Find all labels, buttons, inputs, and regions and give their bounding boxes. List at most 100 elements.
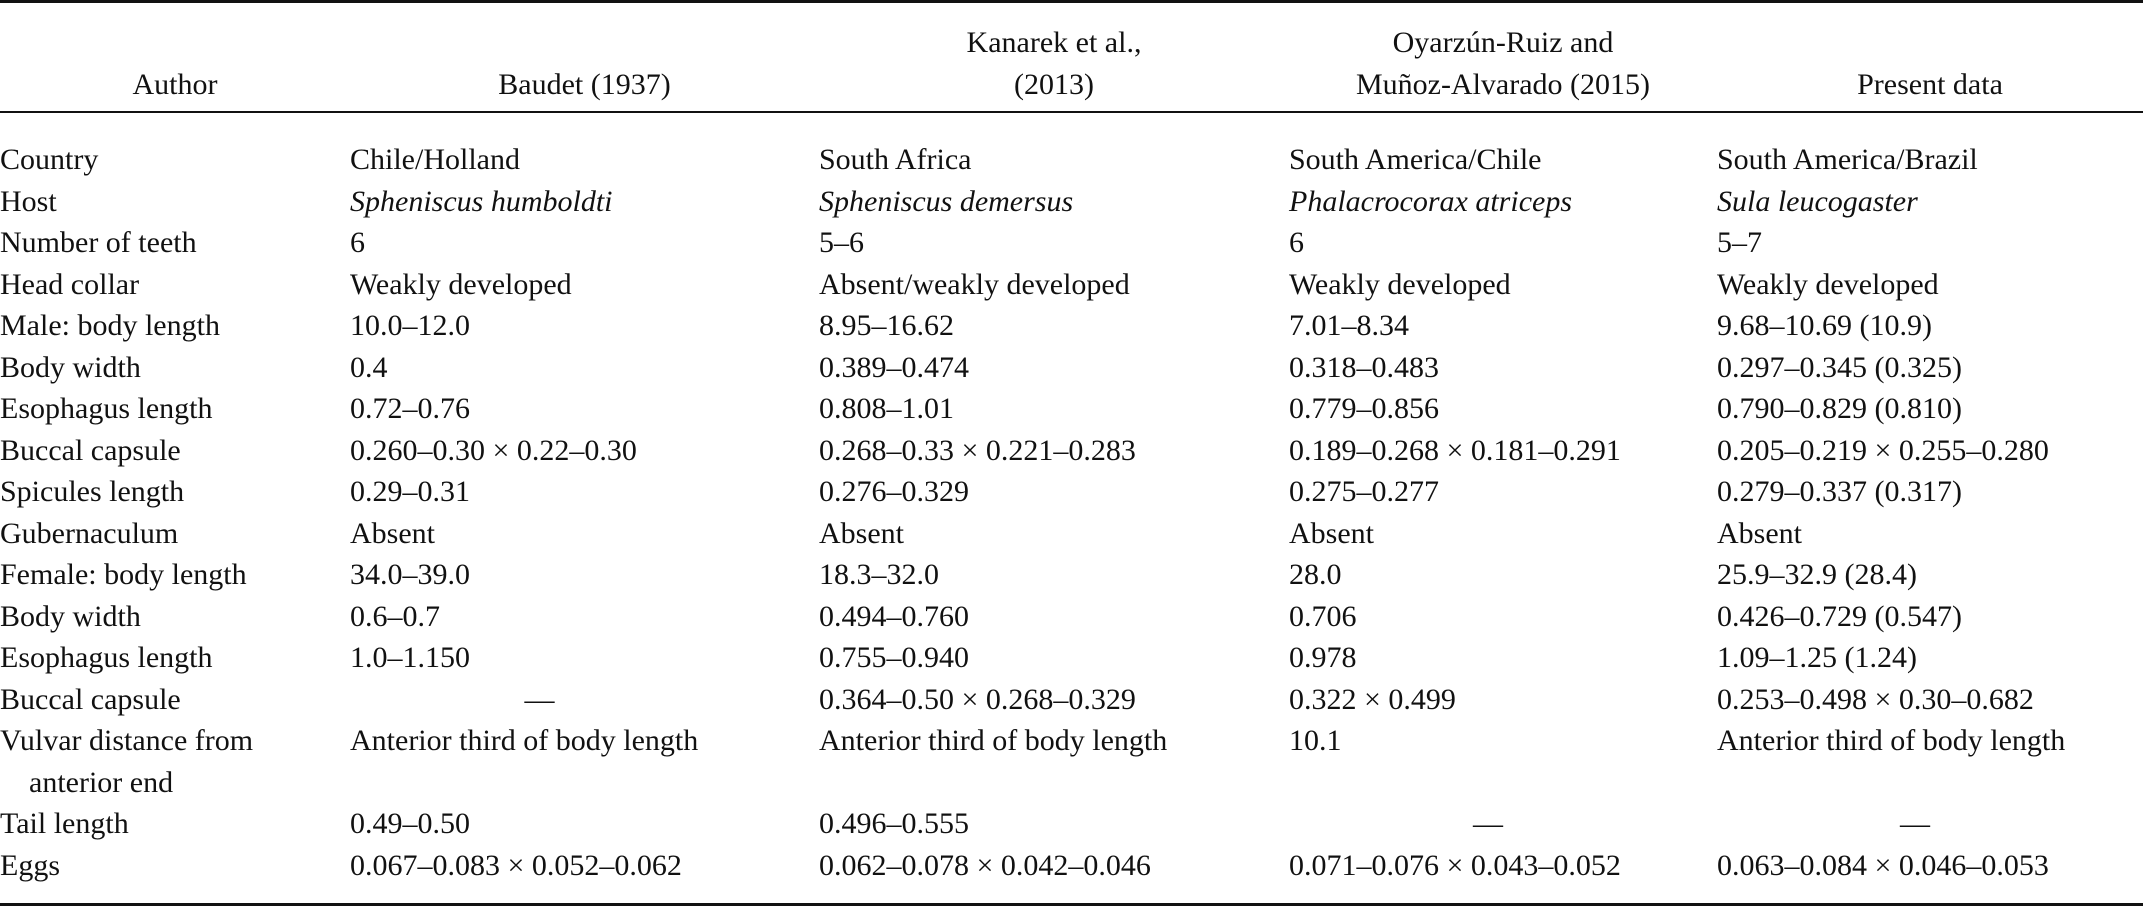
cell-kanarek: 0.268–0.33 × 0.221–0.283 — [819, 433, 1136, 467]
cell-baudet: 0.49–0.50 — [350, 807, 470, 840]
cell-kanarek: 18.3–32.0 — [819, 558, 939, 591]
table-row: Body width 0.6–0.7 0.494–0.760 0.706 0.4… — [0, 596, 2143, 638]
cell-kanarek: 0.276–0.329 — [819, 475, 969, 508]
row-label: Tail length — [0, 807, 129, 840]
cell-oyarzun: Weakly developed — [1289, 267, 1511, 301]
cell-kanarek: 0.755–0.940 — [819, 641, 969, 674]
header-present: Present data — [1857, 68, 2003, 101]
cell-present: 0.063–0.084 × 0.046–0.053 — [1717, 848, 2049, 882]
cell-present: South America/Brazil — [1717, 143, 1978, 176]
cell-kanarek: 0.494–0.760 — [819, 599, 969, 633]
table-row: Host Spheniscus humboldti Spheniscus dem… — [0, 181, 2143, 223]
cell-present: 0.205–0.219 × 0.255–0.280 — [1717, 433, 2049, 467]
row-label: Esophagus length — [0, 641, 213, 674]
cell-oyarzun: 0.071–0.076 × 0.043–0.052 — [1289, 848, 1621, 882]
table-row: Head collar Weakly developed Absent/weak… — [0, 264, 2143, 306]
cell-present: Anterior third of body length — [1717, 724, 2066, 757]
cell-baudet: Anterior third of body length — [350, 724, 699, 757]
bottom-rule — [0, 903, 2143, 906]
table-header: Author Baudet (1937) Kanarek et al., (20… — [0, 3, 2143, 111]
table-row: Vulvar distance from anterior end Anteri… — [0, 720, 2143, 803]
cell-baudet: 0.6–0.7 — [350, 599, 440, 633]
table-row: Tail length 0.49–0.50 0.496–0.555 — — — [0, 803, 2143, 845]
cell-present: — — [1900, 807, 1930, 840]
header-baudet: Baudet (1937) — [498, 68, 671, 101]
header-oyarzun-line1: Oyarzún-Ruiz and — [1392, 26, 1614, 59]
cell-baudet: Absent — [350, 516, 435, 550]
cell-kanarek: 0.364–0.50 × 0.268–0.329 — [819, 682, 1136, 716]
header-author: Author — [132, 68, 218, 101]
cell-present: Weakly developed — [1717, 267, 1939, 301]
header-oyarzun-line2: Muñoz-Alvarado (2015) — [1355, 68, 1651, 101]
cell-kanarek: 0.062–0.078 × 0.042–0.046 — [819, 848, 1151, 882]
cell-oyarzun: — — [1473, 807, 1503, 840]
cell-baudet: Chile/Holland — [350, 143, 520, 176]
cell-present: Sula leucogaster — [1717, 184, 1918, 218]
cell-oyarzun: 28.0 — [1289, 558, 1342, 591]
cell-present: 9.68–10.69 (10.9) — [1717, 309, 1932, 342]
cell-baudet: 0.4 — [350, 350, 388, 384]
header-kanarek-line1: Kanarek et al., — [966, 26, 1142, 59]
row-label: Male: body length — [0, 309, 220, 342]
header-oyarzun: Oyarzún-Ruiz and Muñoz-Alvarado (2015) — [1289, 3, 1717, 111]
cell-oyarzun: 0.189–0.268 × 0.181–0.291 — [1289, 433, 1621, 467]
cell-oyarzun: 0.275–0.277 — [1289, 475, 1439, 508]
cell-present: 0.253–0.498 × 0.30–0.682 — [1717, 682, 2034, 716]
header-rule — [0, 111, 2143, 113]
cell-oyarzun: 0.318–0.483 — [1289, 350, 1439, 384]
cell-present: Absent — [1717, 516, 1802, 550]
morphometric-table: Author Baudet (1937) Kanarek et al., (20… — [0, 3, 2143, 886]
cell-baudet: Weakly developed — [350, 267, 572, 301]
cell-baudet: 10.0–12.0 — [350, 309, 470, 342]
row-label: Body width — [0, 350, 141, 384]
row-label: Spicules length — [0, 475, 185, 508]
cell-present: 1.09–1.25 (1.24) — [1717, 641, 1917, 674]
row-label: Eggs — [0, 848, 60, 882]
table-row: Esophagus length 0.72–0.76 0.808–1.01 0.… — [0, 388, 2143, 430]
table-row: Buccal capsule — 0.364–0.50 × 0.268–0.32… — [0, 679, 2143, 721]
cell-kanarek: 0.496–0.555 — [819, 807, 969, 840]
table-row: Country Chile/Holland South Africa South… — [0, 111, 2143, 181]
cell-baudet: 0.72–0.76 — [350, 392, 470, 425]
cell-oyarzun: Phalacrocorax atriceps — [1289, 184, 1572, 218]
top-rule — [0, 0, 2143, 3]
cell-present: 0.426–0.729 (0.547) — [1717, 599, 1962, 633]
cell-kanarek: Spheniscus demersus — [819, 184, 1074, 218]
header-kanarek-line2: (2013) — [1014, 68, 1094, 101]
cell-kanarek: 0.389–0.474 — [819, 350, 969, 384]
cell-kanarek: 0.808–1.01 — [819, 392, 954, 425]
row-label: Country — [0, 143, 99, 176]
cell-present: 5–7 — [1717, 226, 1762, 259]
cell-present: 0.790–0.829 (0.810) — [1717, 392, 1962, 425]
cell-baudet: 6 — [350, 226, 365, 259]
table-row: Spicules length 0.29–0.31 0.276–0.329 0.… — [0, 471, 2143, 513]
cell-oyarzun: Absent — [1289, 516, 1374, 550]
table-row: Female: body length 34.0–39.0 18.3–32.0 … — [0, 554, 2143, 596]
row-label: Female: body length — [0, 558, 247, 591]
cell-oyarzun: 0.779–0.856 — [1289, 392, 1439, 425]
row-label: Host — [0, 184, 57, 218]
table-row: Esophagus length 1.0–1.150 0.755–0.940 0… — [0, 637, 2143, 679]
row-label-line1: Vulvar distance from — [0, 724, 254, 757]
header-kanarek: Kanarek et al., (2013) — [819, 3, 1289, 111]
row-label: Body width — [0, 599, 141, 633]
cell-oyarzun: South America/Chile — [1289, 143, 1542, 176]
cell-present: 0.297–0.345 (0.325) — [1717, 350, 1962, 384]
table-row: Gubernaculum Absent Absent Absent Absent — [0, 513, 2143, 555]
cell-oyarzun: 0.978 — [1289, 641, 1357, 674]
row-label: Esophagus length — [0, 392, 213, 425]
cell-oyarzun: 0.706 — [1289, 599, 1357, 633]
row-label: Head collar — [0, 267, 140, 301]
table-body: Country Chile/Holland South Africa South… — [0, 111, 2143, 886]
cell-baudet: 0.067–0.083 × 0.052–0.062 — [350, 848, 682, 882]
cell-oyarzun: 7.01–8.34 — [1289, 309, 1409, 342]
row-label-line2: anterior end — [29, 765, 174, 799]
cell-oyarzun: 10.1 — [1289, 724, 1342, 757]
table-row: Body width 0.4 0.389–0.474 0.318–0.483 0… — [0, 347, 2143, 389]
cell-baudet: Spheniscus humboldti — [350, 184, 613, 218]
row-label: Vulvar distance from anterior end — [0, 720, 350, 803]
cell-baudet: 0.29–0.31 — [350, 475, 470, 508]
row-label: Buccal capsule — [0, 433, 181, 467]
cell-baudet: 1.0–1.150 — [350, 641, 470, 674]
cell-baudet: 34.0–39.0 — [350, 558, 470, 591]
